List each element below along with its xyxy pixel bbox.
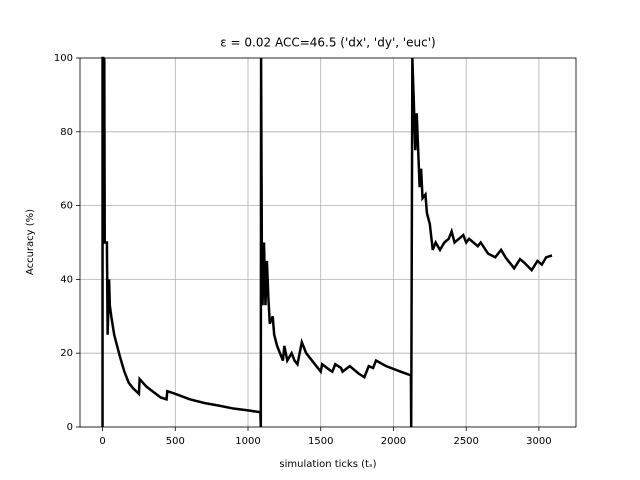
x-axis-label: simulation ticks (tₛ) <box>279 459 376 470</box>
x-tick-label: 500 <box>166 436 185 447</box>
y-tick-label: 40 <box>60 274 73 285</box>
y-axis-label: Accuracy (%) <box>25 209 36 275</box>
plot-frame <box>79 57 577 428</box>
x-tick-label: 2500 <box>453 436 478 447</box>
x-tick-label: 3000 <box>526 436 551 447</box>
x-tick-label: 1500 <box>308 436 333 447</box>
y-tick-label: 60 <box>60 201 73 212</box>
y-tick-label: 80 <box>60 127 73 138</box>
y-tick-label: 0 <box>67 422 73 433</box>
chart-title: ε = 0.02 ACC=46.5 ('dx', 'dy', 'euc') <box>220 36 435 50</box>
x-tick-label: 1000 <box>235 436 260 447</box>
x-tick-label: 2000 <box>381 436 406 447</box>
x-tick-label: 0 <box>99 436 105 447</box>
y-tick-label: 100 <box>54 53 73 64</box>
data-line <box>101 56 553 428</box>
y-tick-label: 20 <box>60 348 73 359</box>
